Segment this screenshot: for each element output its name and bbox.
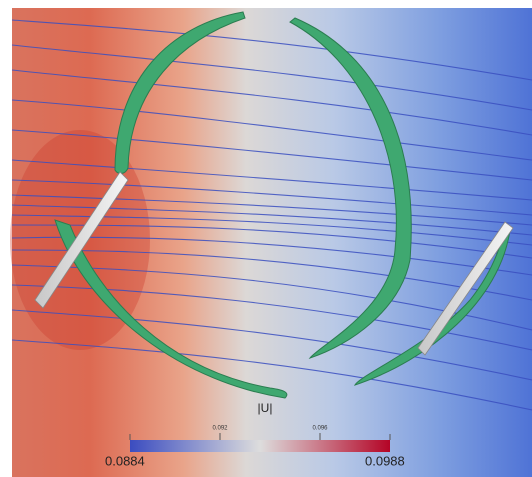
tick-label: 0.096	[312, 426, 328, 432]
visualization: |U| 0.0884 0.0988 0.092 0.096	[0, 0, 532, 477]
range-label: 0.0988	[365, 453, 405, 468]
range-label: 0.0884	[105, 453, 145, 468]
legend-title: |U|	[258, 401, 273, 415]
color-bar	[130, 440, 390, 452]
tick-label: 0.092	[212, 426, 228, 432]
